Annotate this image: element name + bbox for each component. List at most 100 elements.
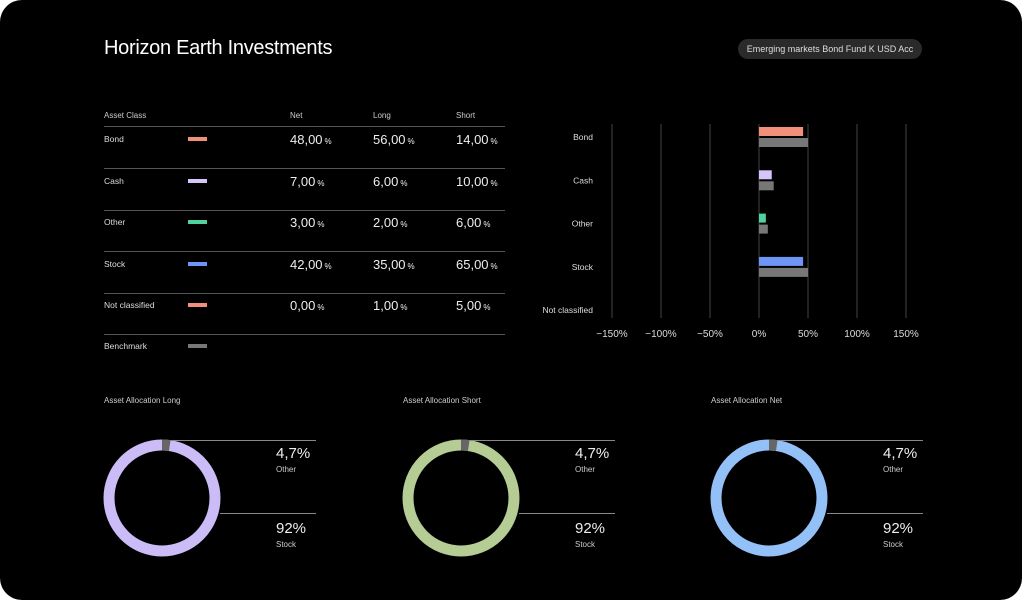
unit: % <box>490 137 498 146</box>
category-label: Other <box>572 219 593 229</box>
net-bar <box>759 170 772 180</box>
unit: % <box>490 261 498 271</box>
other-segment <box>710 439 828 557</box>
net-value: 0,00% <box>290 298 324 313</box>
x-tick-label: −150% <box>596 329 628 340</box>
donut-title: Asset Allocation Long <box>104 396 181 405</box>
value-number: 6,00 <box>456 215 482 230</box>
page-title: Horizon Earth Investments <box>104 37 333 59</box>
short-value: 5,00% <box>456 298 490 313</box>
donut-chart <box>402 439 520 557</box>
category-label: Stock <box>572 262 594 272</box>
value-number: 48,00 <box>290 132 323 147</box>
benchmark-label: Benchmark <box>104 341 147 351</box>
long-value: 1,00% <box>373 298 407 313</box>
divider <box>104 168 505 169</box>
legend-swatch <box>188 261 207 266</box>
unit: % <box>407 137 415 146</box>
net-bar <box>759 213 766 223</box>
unit: % <box>483 303 491 312</box>
leader-line <box>469 440 615 441</box>
donut-chart <box>710 439 828 557</box>
donut-title: Asset Allocation Short <box>403 396 481 405</box>
legend-swatch <box>188 220 207 224</box>
leader-line <box>827 513 923 514</box>
other-segment <box>103 439 221 557</box>
row-label: Cash <box>104 175 124 186</box>
long-value: 2,00% <box>373 215 407 230</box>
benchmark-swatch <box>188 344 207 348</box>
unit: % <box>400 303 408 312</box>
other-percent: 4,7% <box>575 445 610 462</box>
long-value: 35,00% <box>373 257 415 272</box>
benchmark-bar <box>759 267 808 277</box>
value-number: 3,00 <box>290 215 316 230</box>
row-label: Stock <box>104 258 126 269</box>
divider <box>104 126 505 127</box>
value-number: 2,00 <box>373 215 399 230</box>
stock-segment <box>710 439 828 557</box>
donut-title: Asset Allocation Net <box>711 396 783 405</box>
leader-line <box>220 513 316 514</box>
other-label: Other <box>276 465 297 474</box>
x-tick-label: 50% <box>798 329 818 340</box>
legend-swatch <box>188 303 207 307</box>
other-label: Other <box>883 465 904 474</box>
unit: % <box>317 303 325 312</box>
donut-chart <box>103 439 221 557</box>
unit: % <box>483 220 491 229</box>
unit: % <box>324 261 332 271</box>
x-tick-label: 150% <box>893 329 919 340</box>
unit: % <box>324 137 332 146</box>
value-number: 1,00 <box>373 298 399 313</box>
value-number: 56,00 <box>373 132 406 147</box>
short-value: 14,00% <box>456 132 498 147</box>
leader-line <box>170 440 316 441</box>
x-tick-label: 0% <box>752 329 767 340</box>
short-value: 65,00% <box>456 257 498 272</box>
unit: % <box>317 178 325 188</box>
net-value: 7,00% <box>290 174 324 189</box>
value-number: 7,00 <box>290 173 316 189</box>
other-label: Other <box>575 465 596 474</box>
unit: % <box>490 178 498 188</box>
row-label: Not classified <box>104 300 155 310</box>
unit: % <box>407 261 415 271</box>
legend-swatch <box>188 178 207 183</box>
value-number: 10,00 <box>456 173 489 189</box>
stock-segment <box>103 439 221 557</box>
x-tick-label: −100% <box>645 329 677 340</box>
unit: % <box>400 220 408 229</box>
long-value: 56,00% <box>373 132 415 147</box>
category-label: Not classified <box>542 305 593 315</box>
leader-line <box>519 513 615 514</box>
stock-percent: 92% <box>575 520 606 537</box>
benchmark-bar <box>759 181 774 191</box>
stock-percent: 92% <box>276 520 307 537</box>
category-label: Bond <box>573 132 593 142</box>
fund-selector-button[interactable]: Emerging markets Bond Fund K USD Acc <box>738 39 922 59</box>
value-number: 35,00 <box>373 256 406 272</box>
row-label: Bond <box>104 134 124 144</box>
long-value: 6,00% <box>373 174 407 189</box>
divider <box>104 251 505 252</box>
value-number: 65,00 <box>456 256 489 272</box>
stock-label: Stock <box>883 540 904 549</box>
other-percent: 4,7% <box>883 445 918 462</box>
net-bar <box>759 127 804 136</box>
net-value: 48,00% <box>290 132 332 147</box>
column-header-asset-class: Asset Class <box>104 111 147 120</box>
stock-segment <box>402 439 520 557</box>
unit: % <box>317 220 325 229</box>
stock-label: Stock <box>276 540 297 549</box>
short-value: 10,00% <box>456 174 498 189</box>
net-value: 3,00% <box>290 215 324 230</box>
unit: % <box>400 178 408 188</box>
short-value: 6,00% <box>456 215 490 230</box>
net-value: 42,00% <box>290 257 332 272</box>
benchmark-bar <box>759 138 808 147</box>
leader-line <box>777 440 923 441</box>
other-segment <box>402 439 520 557</box>
column-header-net: Net <box>290 111 303 120</box>
